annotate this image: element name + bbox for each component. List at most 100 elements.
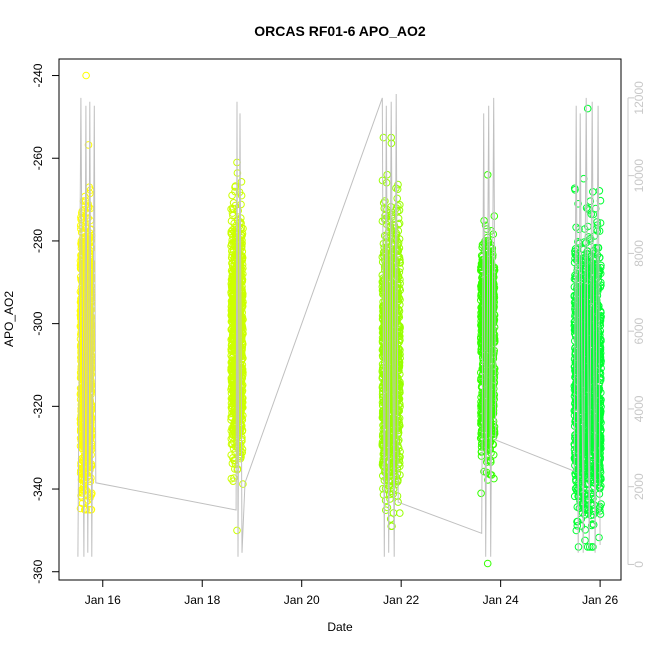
data-point: [86, 466, 94, 474]
data-point: [236, 426, 245, 435]
data-point: [227, 474, 236, 483]
data-point: [396, 388, 404, 397]
data-point: [227, 413, 236, 421]
data-point: [396, 471, 404, 479]
data-point: [231, 187, 239, 196]
data-point: [477, 489, 485, 498]
data-point: [589, 520, 598, 529]
data-point: [84, 141, 93, 149]
data-point: [396, 275, 404, 284]
data-point: [228, 307, 236, 316]
data-point: [239, 480, 247, 488]
data-point: [228, 268, 236, 276]
data-point: [237, 178, 246, 186]
data-point: [238, 291, 246, 300]
data-point: [233, 526, 241, 535]
data-point: [581, 526, 590, 534]
data-point: [393, 185, 402, 193]
data-point: [392, 259, 401, 267]
data-point: [234, 251, 243, 260]
data-point: [229, 422, 238, 431]
chart-title: ORCAS RF01-6 APO_AO2: [254, 23, 426, 39]
plot-area: [76, 71, 605, 568]
data-point: [396, 346, 404, 354]
data-point: [227, 347, 236, 356]
data-point: [227, 403, 236, 412]
data-point: [572, 526, 581, 535]
data-point: [486, 402, 495, 410]
data-point: [227, 358, 236, 367]
data-point: [490, 349, 498, 357]
data-point: [483, 171, 492, 179]
data-point: [487, 358, 496, 367]
data-point: [383, 170, 392, 179]
data-point: [479, 284, 488, 292]
data-point: [596, 510, 605, 519]
data-point: [379, 462, 387, 471]
data-point: [238, 282, 246, 291]
data-point: [395, 244, 404, 252]
data-point: [228, 424, 236, 432]
data-point: [394, 180, 402, 189]
data-point: [485, 438, 493, 447]
data-point: [490, 429, 498, 438]
data-point: [587, 511, 595, 520]
data-point: [379, 484, 387, 493]
data-point: [490, 379, 498, 388]
data-point: [483, 559, 492, 568]
data-point: [84, 247, 92, 255]
data-point: [76, 373, 85, 382]
data-point: [390, 221, 399, 230]
data-point: [78, 246, 87, 255]
data-point: [378, 373, 387, 381]
data-point: [229, 389, 238, 398]
data-point: [581, 536, 589, 545]
data-point: [231, 182, 240, 190]
data-point: [396, 509, 404, 517]
data-point: [490, 334, 499, 343]
data-point: [396, 462, 404, 471]
data-point: [480, 467, 488, 476]
data-point: [477, 452, 486, 460]
data-point: [385, 217, 394, 226]
data-point: [386, 495, 394, 503]
data-point: [78, 456, 87, 465]
data-point: [234, 330, 243, 339]
data-point: [228, 209, 237, 217]
data-point: [395, 345, 403, 353]
data-point: [76, 322, 85, 330]
data-point: [490, 374, 499, 382]
data-point: [231, 340, 239, 348]
data-point: [227, 435, 236, 443]
data-point: [238, 277, 246, 286]
data-point: [82, 71, 90, 80]
data-point: [81, 485, 90, 494]
data-point: [231, 201, 240, 210]
data-point: [396, 301, 404, 309]
data-point: [489, 410, 497, 419]
data-point: [379, 440, 387, 449]
data-point: [237, 234, 245, 242]
data-point: [480, 429, 488, 438]
data-point: [573, 522, 582, 530]
data-point: [229, 211, 237, 220]
data-point: [390, 224, 399, 233]
data-point: [595, 187, 604, 195]
data-point: [82, 505, 90, 514]
data-point: [233, 408, 241, 416]
data-point: [394, 305, 402, 314]
data-point: [227, 230, 236, 238]
data-point: [381, 197, 389, 205]
data-point: [395, 436, 403, 444]
data-point: [395, 219, 404, 228]
data-point: [570, 258, 579, 267]
data-point: [227, 253, 236, 262]
data-point: [490, 364, 499, 373]
data-point: [237, 241, 246, 250]
data-point: [387, 250, 395, 258]
data-point: [484, 260, 493, 268]
data-point: [395, 206, 404, 215]
data-point: [230, 384, 238, 393]
